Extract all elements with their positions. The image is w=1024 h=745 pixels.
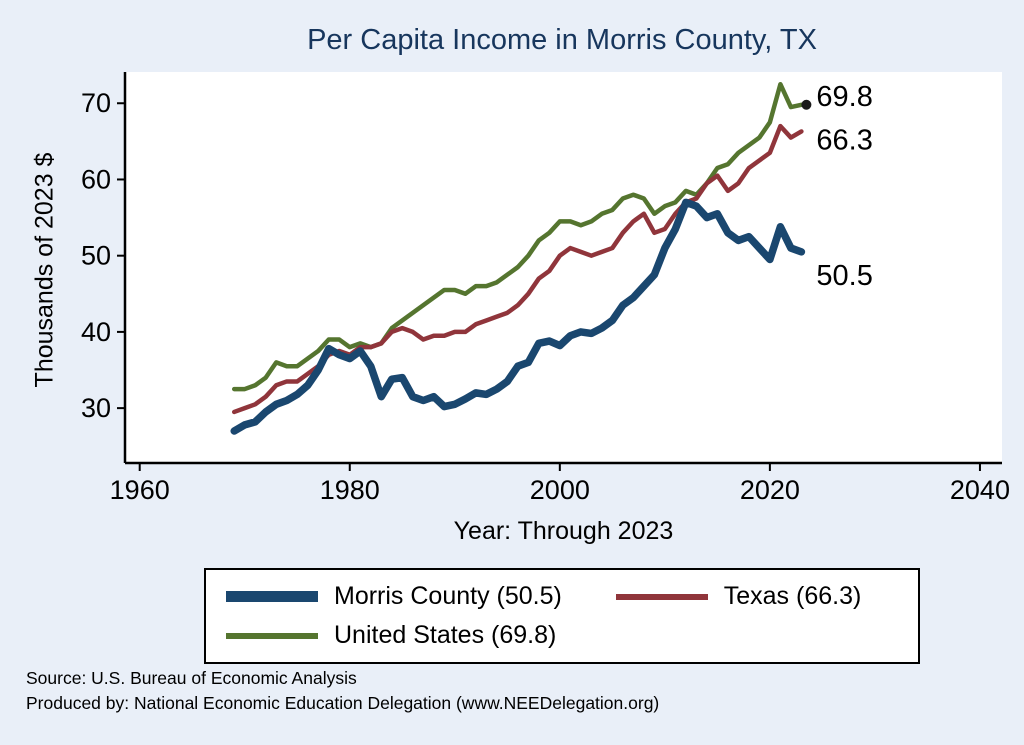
legend-label-united-states: United States (69.8) — [334, 621, 557, 649]
source-line-2: Produced by: National Economic Education… — [26, 692, 660, 713]
legend-label-texas: Texas (66.3) — [723, 582, 862, 610]
x-tick-label: 1980 — [320, 475, 380, 505]
legend-swatch-united-states — [226, 632, 318, 639]
x-tick-label: 2000 — [530, 475, 590, 505]
x-tick-label: 1960 — [110, 475, 170, 505]
x-tick-label: 2040 — [950, 475, 1010, 505]
y-tick-label: 30 — [81, 393, 111, 423]
y-axis-label: Thousands of 2023 $ — [30, 152, 59, 388]
end-label-morris-county: 50.5 — [816, 260, 872, 292]
end-label-united-states: 69.8 — [816, 81, 872, 113]
legend-item-texas: Texas (66.3) — [615, 582, 898, 611]
legend-label-morris-county: Morris County (50.5) — [334, 582, 562, 610]
end-label-texas: 66.3 — [816, 124, 872, 156]
series-line-morris-county — [230, 198, 806, 435]
y-tick-label: 70 — [81, 88, 111, 118]
legend-swatch-texas — [615, 593, 708, 600]
y-tick-label: 40 — [81, 317, 111, 347]
y-tick-label: 50 — [81, 241, 111, 271]
source-line-1: Source: U.S. Bureau of Economic Analysis — [26, 668, 357, 688]
legend-swatch-morris-county — [226, 591, 318, 602]
chart-title: Per Capita Income in Morris County, TX — [307, 24, 817, 56]
x-axis-label: Year: Through 2023 — [453, 517, 674, 545]
y-tick-label: 60 — [81, 164, 111, 194]
legend: Morris County (50.5) Texas (66.3) United… — [204, 568, 920, 664]
plot-area — [125, 72, 1002, 463]
line-chart: 30 40 50 60 70 1960 1980 2000 2020 2040 50.5 66.3 69… — [81, 72, 1010, 505]
end-marker-united-states — [801, 99, 812, 110]
legend-item-united-states: United States (69.8) — [226, 621, 616, 650]
x-tick-label: 2020 — [740, 475, 800, 505]
source-note: Source: U.S. Bureau of Economic Analysis… — [26, 666, 659, 715]
legend-item-morris-county: Morris County (50.5) — [226, 582, 616, 611]
